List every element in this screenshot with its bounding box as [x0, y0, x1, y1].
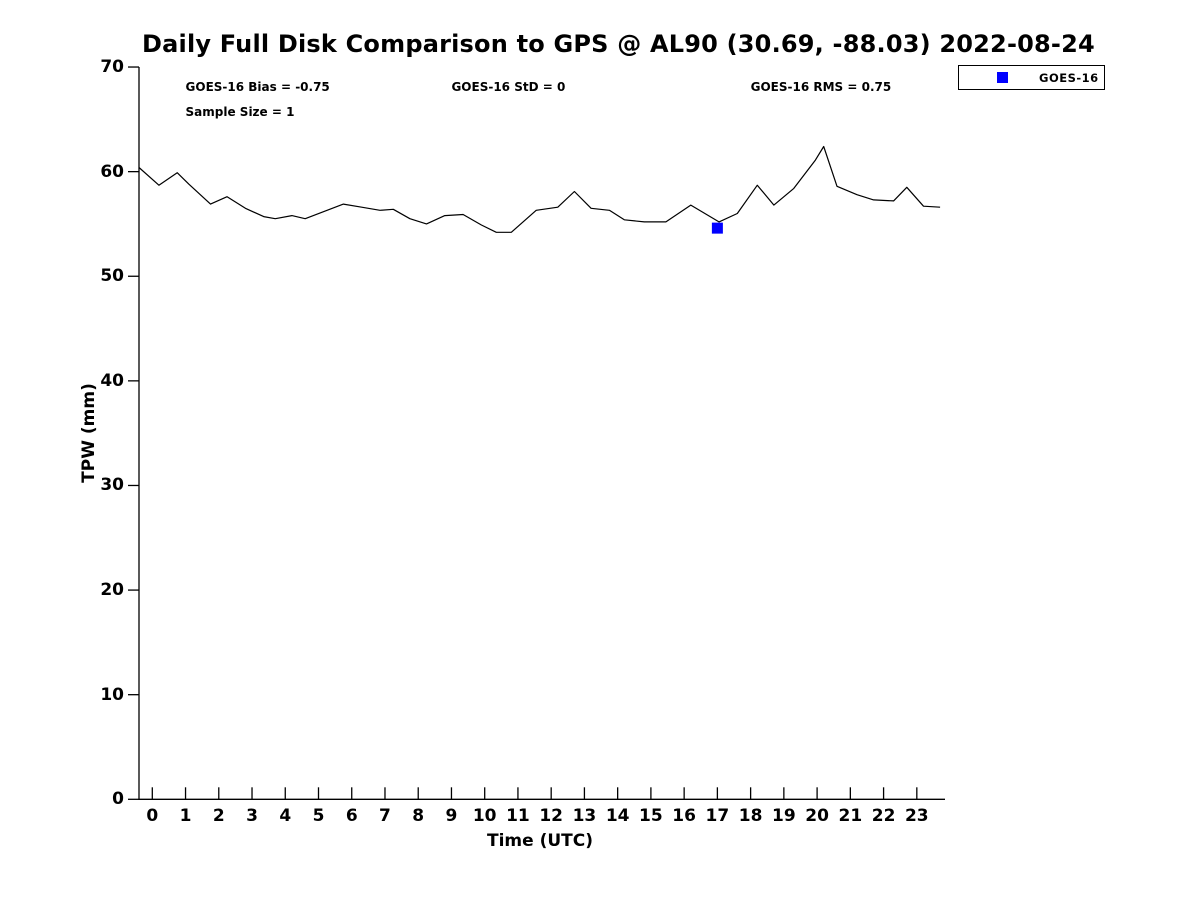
legend-marker-icon	[997, 72, 1008, 83]
gps-line	[138, 145, 941, 233]
axis-frame	[138, 67, 945, 800]
stat-bias: GOES-16 Bias = -0.75	[185, 79, 330, 94]
stat-sample-size: Sample Size = 1	[185, 105, 295, 119]
legend-box: GOES-16	[958, 65, 1105, 90]
x-axis-label: Time (UTC)	[486, 831, 593, 851]
goes16-data-point	[711, 222, 723, 234]
legend-label-goes16: GOES-16	[1039, 70, 1099, 85]
stat-std: GOES-16 StD = 0	[451, 79, 566, 94]
stat-rms: GOES-16 RMS = 0.75	[750, 79, 892, 94]
